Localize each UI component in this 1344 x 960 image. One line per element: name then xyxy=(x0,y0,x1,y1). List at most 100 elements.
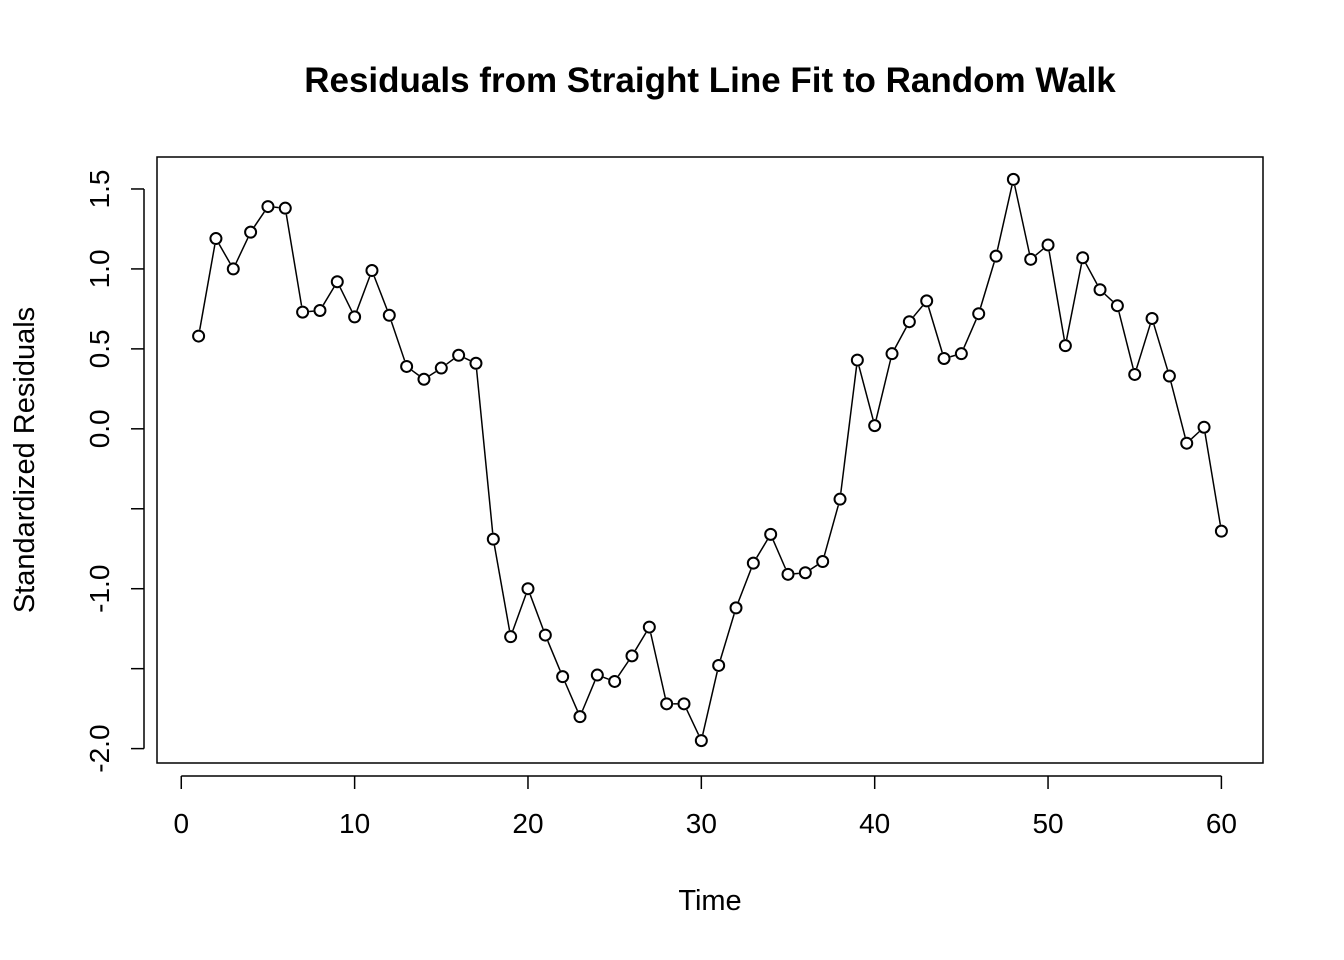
series-line-segment xyxy=(429,370,437,377)
data-point xyxy=(1093,283,1107,297)
y-tick-label: 1.0 xyxy=(84,249,115,288)
series-line-segment xyxy=(493,545,511,631)
series-line-segment xyxy=(875,359,892,420)
series-line-segment xyxy=(564,682,579,711)
data-point xyxy=(573,710,587,724)
data-point xyxy=(538,628,552,642)
data-point xyxy=(521,582,535,596)
series-line-segment xyxy=(373,276,388,310)
data-point xyxy=(504,630,518,644)
data-point xyxy=(400,359,414,373)
series-line-segment xyxy=(411,369,420,376)
data-point xyxy=(608,674,622,688)
series-line-segment xyxy=(963,319,977,349)
series-line-segment xyxy=(547,640,561,671)
data-point xyxy=(1058,339,1072,353)
series-line-segment xyxy=(1204,433,1222,525)
x-tick-label: 10 xyxy=(339,808,370,839)
series-line-segment xyxy=(253,211,265,228)
series-line-segment xyxy=(464,357,471,362)
data-point xyxy=(694,734,708,748)
series-line-segment xyxy=(339,287,353,312)
series-line-segment xyxy=(512,594,527,631)
data-point xyxy=(972,307,986,321)
data-point xyxy=(712,658,726,672)
data-point xyxy=(850,353,864,367)
series-line-segment xyxy=(322,286,335,306)
series-line-segment xyxy=(686,709,700,736)
series-line-segment xyxy=(979,262,995,308)
data-point xyxy=(452,348,466,362)
y-tick-label: 1.5 xyxy=(84,170,115,209)
data-point xyxy=(868,419,882,433)
data-point xyxy=(434,361,448,375)
data-point xyxy=(1162,369,1176,383)
series-line-segment xyxy=(1085,263,1098,285)
series-line-segment xyxy=(581,680,596,711)
data-point xyxy=(989,249,1003,263)
data-point xyxy=(330,275,344,289)
series-line-segment xyxy=(390,321,406,361)
data-point xyxy=(920,294,934,308)
x-tick-label: 20 xyxy=(512,808,543,839)
series-line-segment xyxy=(858,366,874,420)
x-tick-label: 0 xyxy=(173,808,189,839)
plot-frame xyxy=(156,156,1264,764)
series-layer xyxy=(192,172,1228,748)
data-point xyxy=(313,303,327,317)
data-point xyxy=(382,308,396,322)
data-point xyxy=(1006,172,1020,186)
data-point xyxy=(1180,436,1194,450)
series-line-segment xyxy=(1153,324,1169,371)
series-line-segment xyxy=(756,539,768,558)
series-line-segment xyxy=(912,305,924,318)
series-line-segment xyxy=(1035,248,1044,256)
data-point xyxy=(833,492,847,506)
data-point xyxy=(556,670,570,684)
chart-title: Residuals from Straight Line Fit to Rand… xyxy=(304,61,1116,100)
data-point xyxy=(209,232,223,246)
y-axis: -2.0 -1.0 0.0 0.5 1.0 1.5 xyxy=(84,170,145,773)
series-line-segment xyxy=(996,185,1013,250)
data-point xyxy=(625,649,639,663)
data-point xyxy=(590,668,604,682)
series-line-segment xyxy=(1170,382,1186,438)
series-line-segment xyxy=(235,237,249,264)
data-point xyxy=(348,310,362,324)
data-point xyxy=(417,372,431,386)
series-line-segment xyxy=(603,676,609,680)
data-point xyxy=(1041,238,1055,252)
series-line-segment xyxy=(446,358,454,365)
data-point xyxy=(1110,299,1124,313)
data-point xyxy=(660,697,674,711)
series-line-segment xyxy=(1135,324,1151,369)
series-line-segment xyxy=(927,306,943,353)
x-axis-label: Time xyxy=(678,885,741,917)
x-tick-label: 30 xyxy=(686,808,717,839)
series-line-segment xyxy=(1118,311,1134,369)
series-line-segment xyxy=(285,214,303,306)
data-point xyxy=(798,566,812,580)
data-point xyxy=(781,567,795,581)
data-point xyxy=(365,264,379,278)
data-point xyxy=(1024,252,1038,266)
data-point xyxy=(192,329,206,343)
series-line-segment xyxy=(894,327,907,349)
data-point xyxy=(278,201,292,215)
series-line-segment xyxy=(1048,251,1066,340)
data-point xyxy=(1197,420,1211,434)
data-point xyxy=(296,305,310,319)
data-point xyxy=(764,527,778,541)
data-point xyxy=(954,347,968,361)
x-axis: 0 10 20 30 40 50 60 xyxy=(173,775,1237,839)
series-line-segment xyxy=(199,244,216,330)
series-line-segment xyxy=(617,660,629,677)
data-point xyxy=(1076,251,1090,265)
data-point xyxy=(937,351,951,365)
series-line-segment xyxy=(810,564,818,570)
series-line-segment xyxy=(218,243,231,264)
series-line-segment xyxy=(950,354,956,358)
data-point xyxy=(902,315,916,329)
series-line-segment xyxy=(529,594,544,630)
series-line-segment xyxy=(650,633,666,698)
